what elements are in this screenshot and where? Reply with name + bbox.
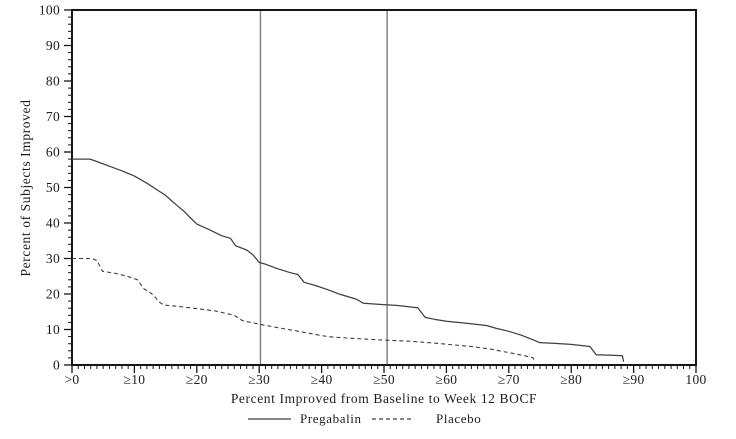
y-tick-label: 80: [46, 74, 60, 89]
y-tick-label: 70: [46, 109, 60, 124]
x-tick-label: ≥70: [498, 372, 520, 387]
y-tick-label: 90: [46, 38, 60, 53]
y-tick-label: 40: [46, 216, 60, 231]
x-tick-label: ≥30: [248, 372, 270, 387]
x-tick-label: ≥60: [435, 372, 457, 387]
x-tick-label: ≥40: [311, 372, 333, 387]
y-tick-label: 60: [46, 145, 60, 160]
y-tick-label: 100: [39, 3, 60, 18]
x-tick-label: ≥50: [373, 372, 395, 387]
plot-frame: [71, 9, 697, 366]
x-tick-label: ≥80: [560, 372, 582, 387]
y-axis-title: Percent of Subjects Improved: [18, 100, 33, 277]
y-tick-label: 30: [46, 251, 60, 266]
y-tick-label: 20: [46, 287, 60, 302]
placebo-curve: [72, 257, 536, 362]
legend: Pregabalin Placebo: [248, 411, 481, 426]
x-tick-label: ≥20: [186, 372, 208, 387]
x-tick-label: 100: [685, 372, 706, 387]
y-tick-label: 50: [46, 180, 60, 195]
x-tick-label: >0: [65, 372, 80, 387]
legend-pregabalin-label: Pregabalin: [300, 411, 362, 426]
x-axis-title: Percent Improved from Baseline to Week 1…: [231, 391, 537, 406]
pregabalin-curve: [72, 158, 625, 362]
y-tick-label: 0: [53, 358, 60, 373]
y-tick-label: 10: [46, 322, 60, 337]
x-tick-label: ≥10: [123, 372, 145, 387]
x-tick-label: ≥90: [623, 372, 645, 387]
legend-placebo-label: Placebo: [436, 411, 481, 426]
